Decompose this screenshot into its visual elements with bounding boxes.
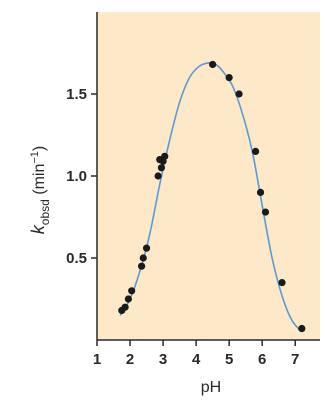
x-tick-label: 5 — [225, 351, 233, 368]
data-point — [278, 279, 286, 287]
data-point — [251, 147, 260, 155]
data-point — [138, 262, 146, 270]
x-tick-label: 4 — [192, 351, 201, 368]
data-point — [209, 60, 217, 69]
data-point — [139, 254, 147, 262]
data-point — [298, 324, 306, 333]
x-tick-label: 6 — [258, 351, 266, 368]
data-point — [261, 208, 270, 216]
data-point — [128, 287, 136, 295]
data-point — [225, 74, 233, 82]
data-point — [161, 152, 169, 160]
y-axis-unit-open: (min — [31, 164, 48, 200]
x-axis-label: pH — [201, 379, 221, 396]
y-tick-label: 1.0 — [66, 168, 87, 185]
y-axis-unit-close: ) — [31, 146, 48, 151]
data-point — [157, 164, 166, 172]
y-tick-label: 1.5 — [66, 86, 87, 103]
data-point — [121, 303, 129, 311]
x-tick-label: 2 — [126, 351, 134, 368]
y-ticks: 0.5 1.0 1.5 — [66, 86, 97, 267]
y-axis-subscript: obsd — [38, 199, 52, 225]
y-axis-unit-exponent: −1 — [29, 151, 41, 164]
data-points — [118, 60, 306, 333]
y-axis-label: kobsd (min−1) — [28, 146, 52, 234]
x-tick-label: 1 — [93, 351, 101, 368]
data-point — [124, 295, 132, 303]
data-point — [235, 90, 243, 98]
y-tick-label: 0.5 — [66, 250, 87, 267]
data-point — [256, 188, 265, 196]
data-point — [142, 244, 151, 252]
x-tick-label: 3 — [159, 351, 167, 368]
x-ticks: 1 2 3 4 5 6 7 — [93, 340, 299, 368]
data-point — [154, 172, 162, 180]
y-axis-symbol: k — [28, 224, 48, 234]
x-tick-label: 7 — [291, 351, 299, 368]
